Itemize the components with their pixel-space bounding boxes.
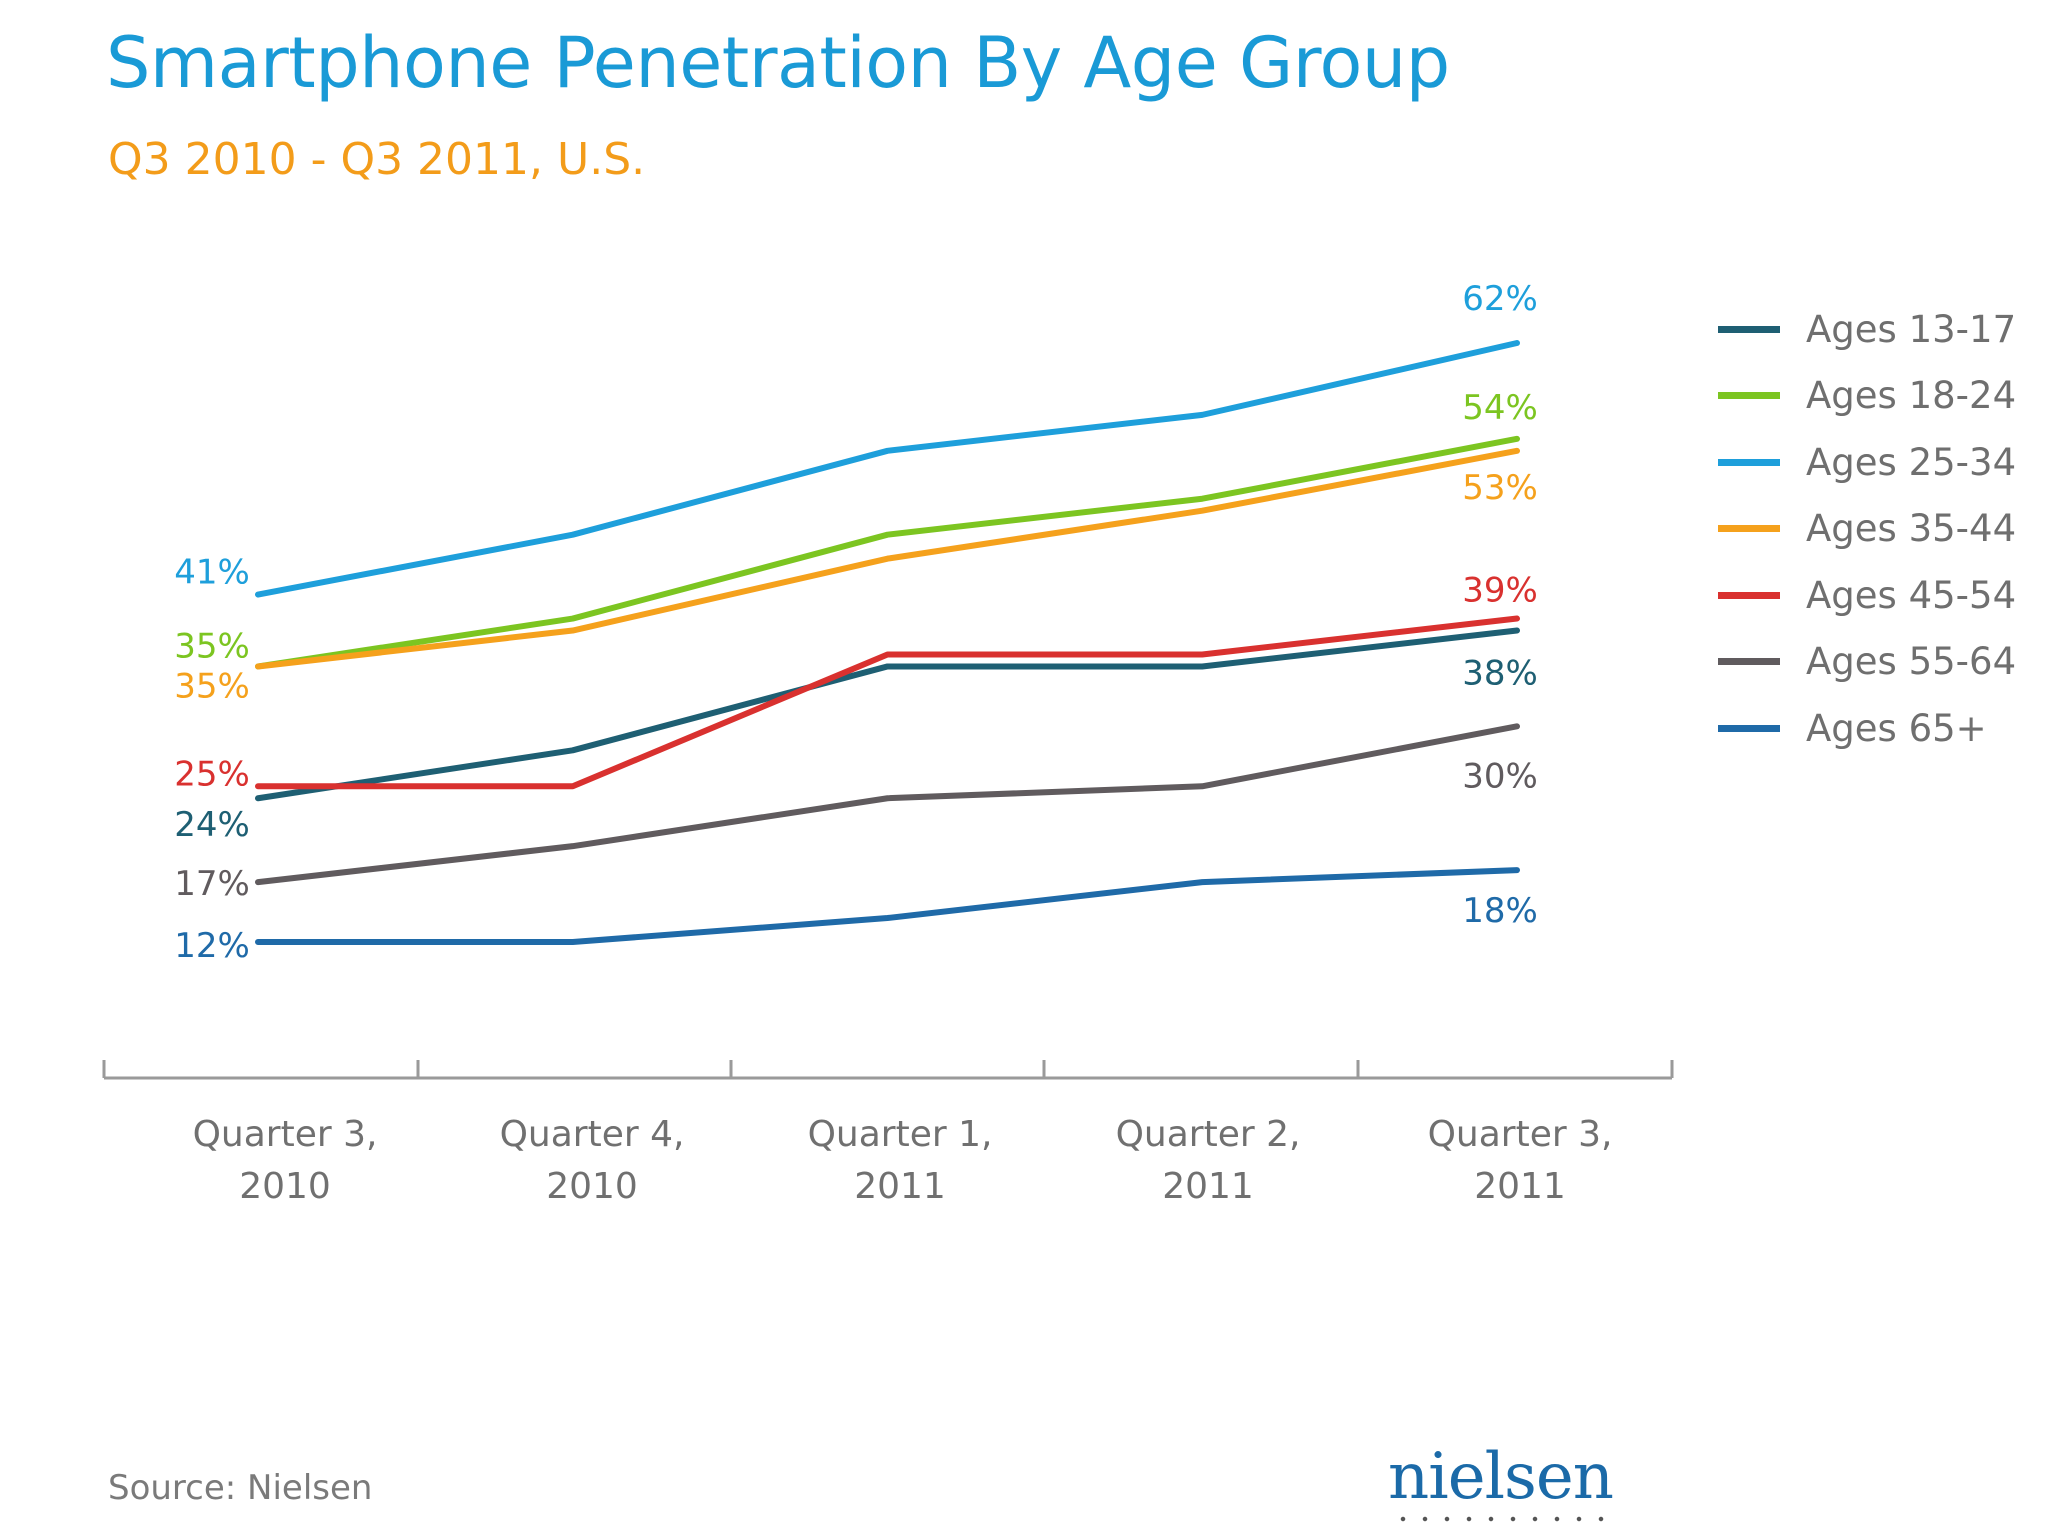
- chart-subtitle: Q3 2010 - Q3 2011, U.S.: [108, 134, 646, 185]
- x-tick-label-line: Quarter 2,: [1116, 1114, 1301, 1155]
- series-line-ages-35-44: [255, 447, 1520, 670]
- legend-label: Ages 25-34: [1806, 440, 2017, 484]
- series-line-ages-65-: [255, 867, 1520, 945]
- logo-dots: [1392, 1516, 1612, 1522]
- legend-item: Ages 45-54: [1718, 562, 2016, 629]
- start-value-label: 25%: [174, 754, 250, 794]
- x-tick-label: Quarter 2, 2011: [1116, 1114, 1301, 1207]
- legend-swatch: [1718, 724, 1780, 732]
- end-value-label: 18%: [1462, 891, 1538, 931]
- legend-swatch: [1718, 392, 1780, 400]
- series-line-ages-45-54: [255, 615, 1520, 790]
- x-tick-label-line: Quarter 3,: [1428, 1114, 1613, 1155]
- x-tick-label-line: 2011: [854, 1166, 946, 1207]
- legend-label: Ages 45-54: [1806, 573, 2017, 617]
- start-value-label: 17%: [174, 864, 250, 904]
- legend-swatch: [1718, 525, 1780, 533]
- end-value-label: 30%: [1462, 756, 1538, 796]
- legend-item: Ages 18-24: [1718, 363, 2016, 430]
- start-value-label: 35%: [174, 666, 250, 706]
- x-tick-label: Quarter 3, 2011: [1428, 1114, 1613, 1207]
- end-value-label: 53%: [1462, 468, 1538, 508]
- x-tick-label-line: 2011: [1162, 1166, 1254, 1207]
- data-labels: 24% 38% 35% 54% 41% 62% 35% 53% 25% 39% 17% 30% 12% 1…: [174, 279, 1538, 966]
- legend-label: Ages 18-24: [1806, 374, 2017, 418]
- legend-swatch: [1718, 458, 1780, 466]
- start-value-label: 35%: [174, 626, 250, 666]
- end-value-label: 39%: [1462, 571, 1538, 611]
- nielsen-logo: nielsen: [1388, 1440, 1614, 1514]
- start-value-label: 12%: [174, 926, 250, 966]
- end-value-label: 62%: [1462, 279, 1538, 319]
- legend-label: Ages 65+: [1806, 706, 1987, 750]
- x-tick-label: Quarter 1, 2011: [808, 1114, 993, 1207]
- x-tick-label-line: Quarter 1,: [808, 1114, 993, 1155]
- end-value-label: 54%: [1462, 388, 1538, 428]
- legend-item: Ages 25-34: [1718, 429, 2016, 496]
- start-value-label: 24%: [174, 805, 250, 845]
- end-value-label: 38%: [1462, 654, 1538, 694]
- legend-item: Ages 65+: [1718, 695, 2016, 762]
- legend-label: Ages 35-44: [1806, 507, 2017, 551]
- legend-label: Ages 55-64: [1806, 640, 2017, 684]
- x-tick-label-line: 2010: [239, 1166, 331, 1207]
- legend-item: Ages 13-17: [1718, 296, 2016, 363]
- legend-swatch: [1718, 591, 1780, 599]
- legend-label: Ages 13-17: [1806, 307, 2017, 351]
- series-line-ages-18-24: [255, 435, 1520, 670]
- x-tick-label-line: 2010: [546, 1166, 638, 1207]
- x-axis: Quarter 3, 2010 Quarter 4, 2010 Quarter 1, 20…: [102, 1060, 1674, 1207]
- legend-item: Ages 55-64: [1718, 629, 2016, 696]
- series-line-ages-13-17: [255, 627, 1520, 802]
- legend-swatch: [1718, 325, 1780, 333]
- x-tick-label-line: Quarter 4,: [500, 1114, 685, 1155]
- series-line-ages-55-64: [255, 723, 1520, 886]
- x-tick-label: Quarter 3, 2010: [193, 1114, 378, 1207]
- x-tick-label-line: 2011: [1474, 1166, 1566, 1207]
- legend-swatch: [1718, 658, 1780, 666]
- chart-title: Smartphone Penetration By Age Group: [106, 22, 1450, 104]
- x-tick-label-line: Quarter 3,: [193, 1114, 378, 1155]
- x-tick-label: Quarter 4, 2010: [500, 1114, 685, 1207]
- start-value-label: 41%: [174, 553, 250, 593]
- legend-item: Ages 35-44: [1718, 496, 2016, 563]
- series-line-ages-25-34: [255, 340, 1520, 598]
- source-note: Source: Nielsen: [108, 1468, 373, 1508]
- series-lines: [255, 340, 1520, 945]
- legend: Ages 13-17 Ages 18-24 Ages 25-34 Ages 35-44…: [1718, 296, 2016, 762]
